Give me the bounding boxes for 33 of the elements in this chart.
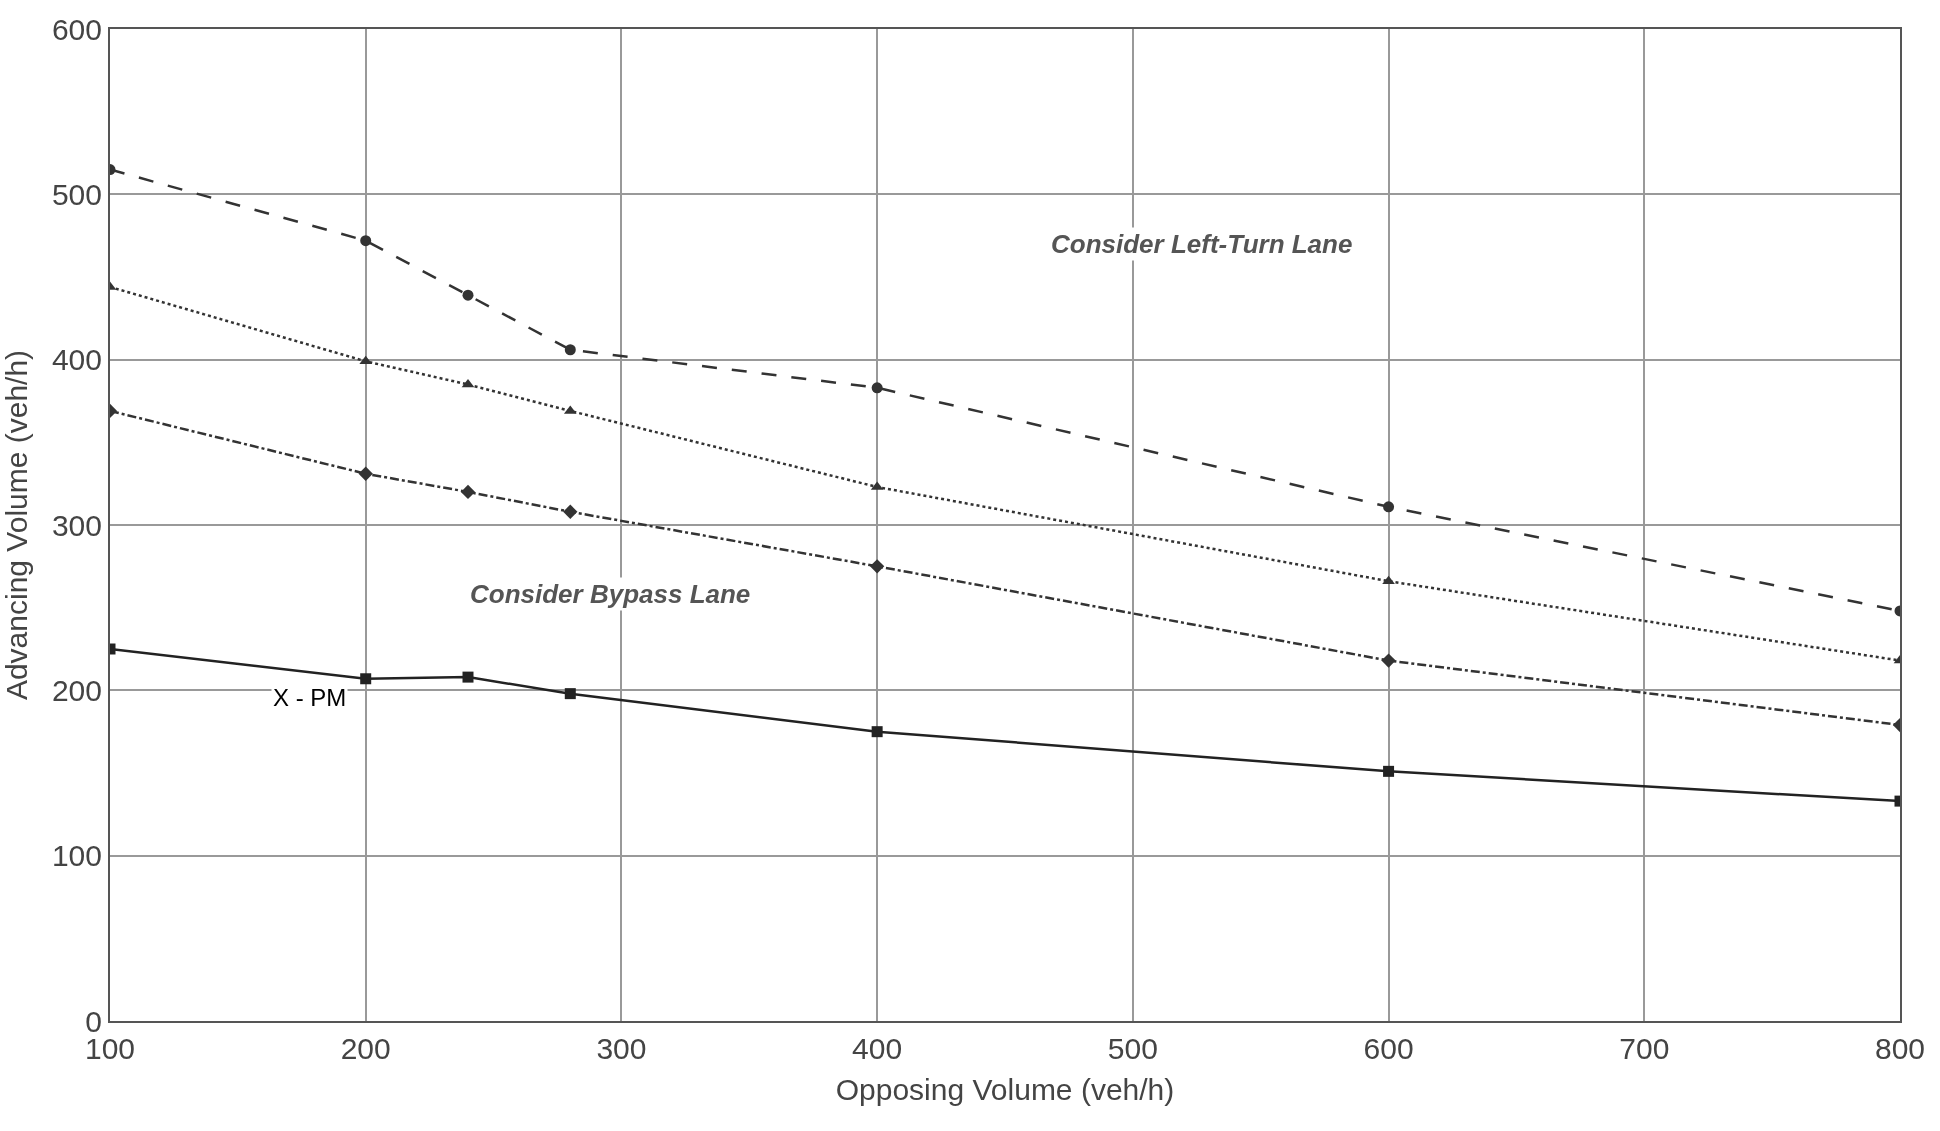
- y-tick-label: 600: [51, 12, 102, 46]
- y-tick-label: 100: [51, 839, 102, 873]
- point: [358, 466, 373, 481]
- x-tick-label: 800: [1874, 1032, 1926, 1065]
- x-axis-title: Opposing Volume (veh/h): [835, 1073, 1175, 1106]
- point: [564, 688, 576, 700]
- y-tick-label: 400: [51, 343, 102, 377]
- point: [871, 726, 883, 738]
- point: [564, 344, 576, 356]
- x-tick-label: 600: [1363, 1032, 1414, 1065]
- point: [871, 382, 883, 394]
- point: [461, 378, 475, 388]
- point: [1381, 653, 1396, 668]
- point: [359, 355, 373, 365]
- x-tick-label: 200: [340, 1032, 391, 1065]
- y-tick-label: 500: [51, 177, 102, 211]
- point: [460, 484, 476, 500]
- x-tick-label: 300: [596, 1032, 647, 1065]
- y-tick-label: 300: [51, 508, 102, 542]
- y-axis-title: Advancing Volume (veh/h): [0, 349, 34, 701]
- point: [869, 559, 885, 574]
- point: [462, 289, 474, 301]
- annotation: X - PM: [273, 684, 347, 711]
- x-tick-label: 500: [1107, 1032, 1158, 1065]
- point: [462, 671, 474, 683]
- point: [360, 673, 372, 685]
- point: [563, 504, 578, 519]
- x-tick-label: 700: [1619, 1032, 1670, 1065]
- point: [360, 235, 372, 247]
- x-tick-label: 400: [852, 1032, 903, 1065]
- y-tick-label: 200: [51, 673, 102, 707]
- annotation: Consider Left-Turn Lane: [1051, 229, 1353, 259]
- annotation: Consider Bypass Lane: [470, 579, 751, 609]
